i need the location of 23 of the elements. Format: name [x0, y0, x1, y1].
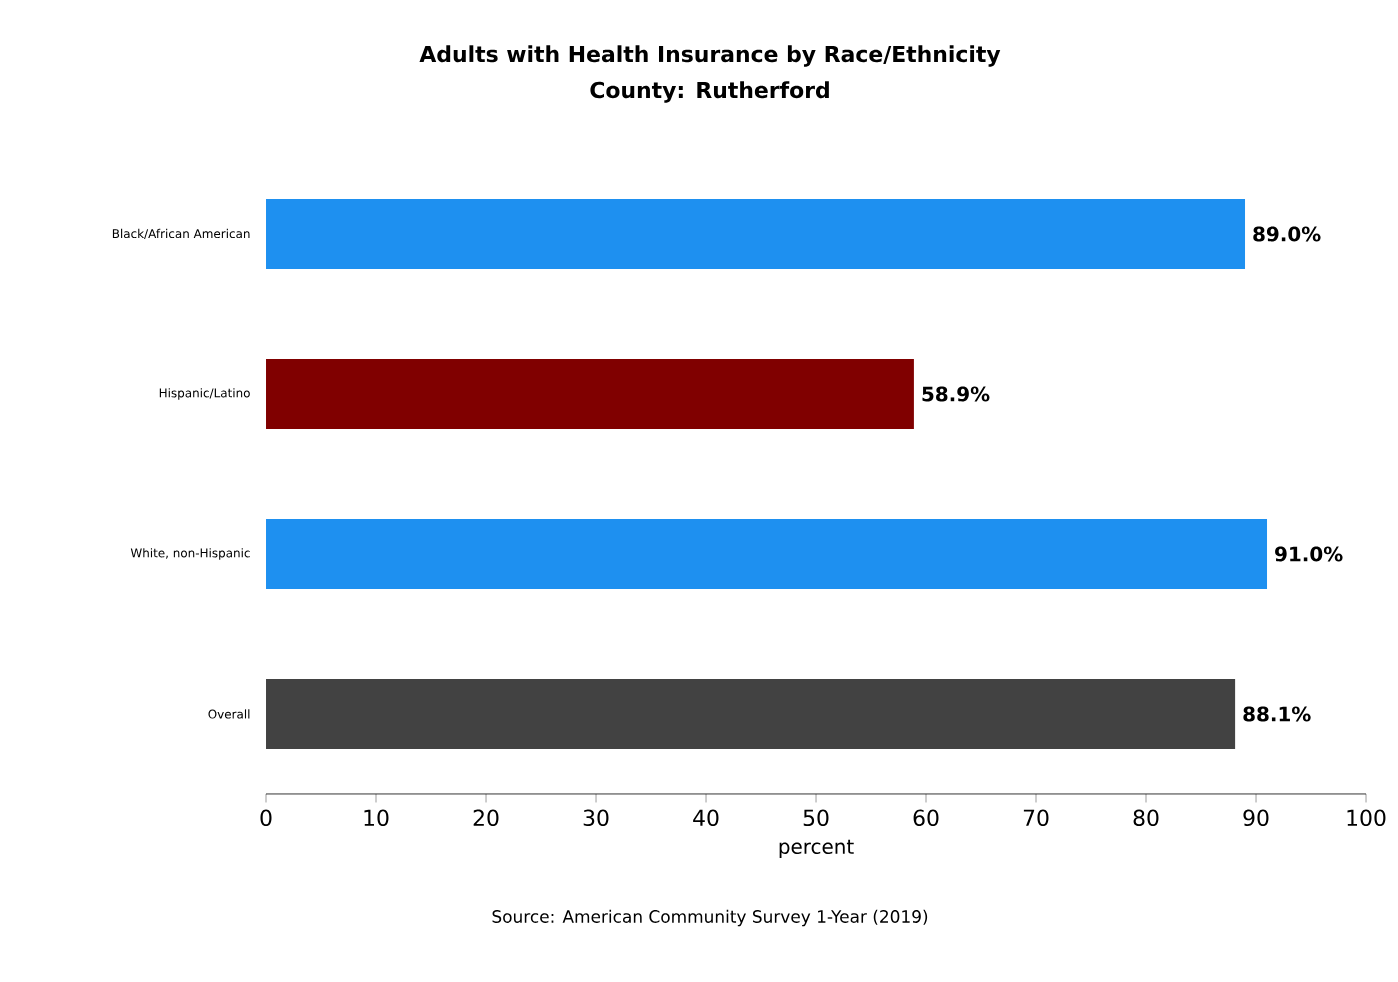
x-axis-title: percent [779, 839, 854, 858]
bar [266, 358, 914, 429]
chart-title: Adults with Health Insurance by Race/Ethnicity [419, 45, 1001, 67]
x-tick-label: 90 [1243, 809, 1269, 827]
bar [266, 518, 1268, 589]
x-tick-label: 10 [364, 809, 389, 827]
x-tick-label: 20 [473, 809, 499, 827]
x-tick-label: 100 [1347, 809, 1386, 827]
bar [266, 678, 1236, 749]
data-label: 88.1% [1243, 706, 1311, 722]
chart-subtitle: County: Rutherford [590, 81, 829, 103]
x-tick-label: 30 [583, 809, 609, 827]
data-label: 91.0% [1275, 546, 1343, 562]
x-tick-label: 70 [1023, 809, 1049, 827]
bar [266, 198, 1246, 269]
data-label: 89.0% [1253, 226, 1321, 242]
x-tick-label: 40 [693, 809, 719, 827]
x-tick-label: 60 [913, 809, 939, 827]
x-tick-label: 80 [1133, 809, 1159, 827]
x-tick-label: 0 [260, 809, 272, 827]
data-label: 58.9% [922, 386, 990, 402]
x-tick-label: 50 [803, 809, 829, 827]
source-note: Source: American Community Survey 1-Year (2019) [492, 909, 928, 927]
